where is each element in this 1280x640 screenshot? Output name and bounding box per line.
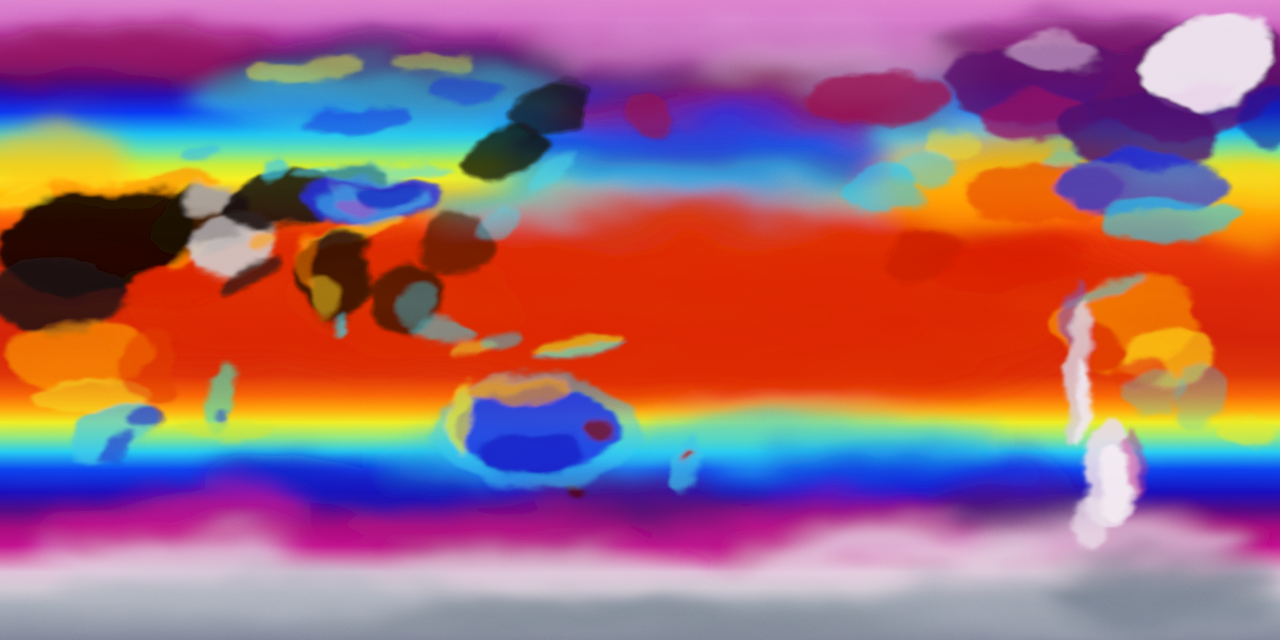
temperature-map-canvas: [0, 0, 1280, 640]
global-temperature-map: [0, 0, 1280, 640]
noise-texture-overlay: [0, 0, 1280, 640]
